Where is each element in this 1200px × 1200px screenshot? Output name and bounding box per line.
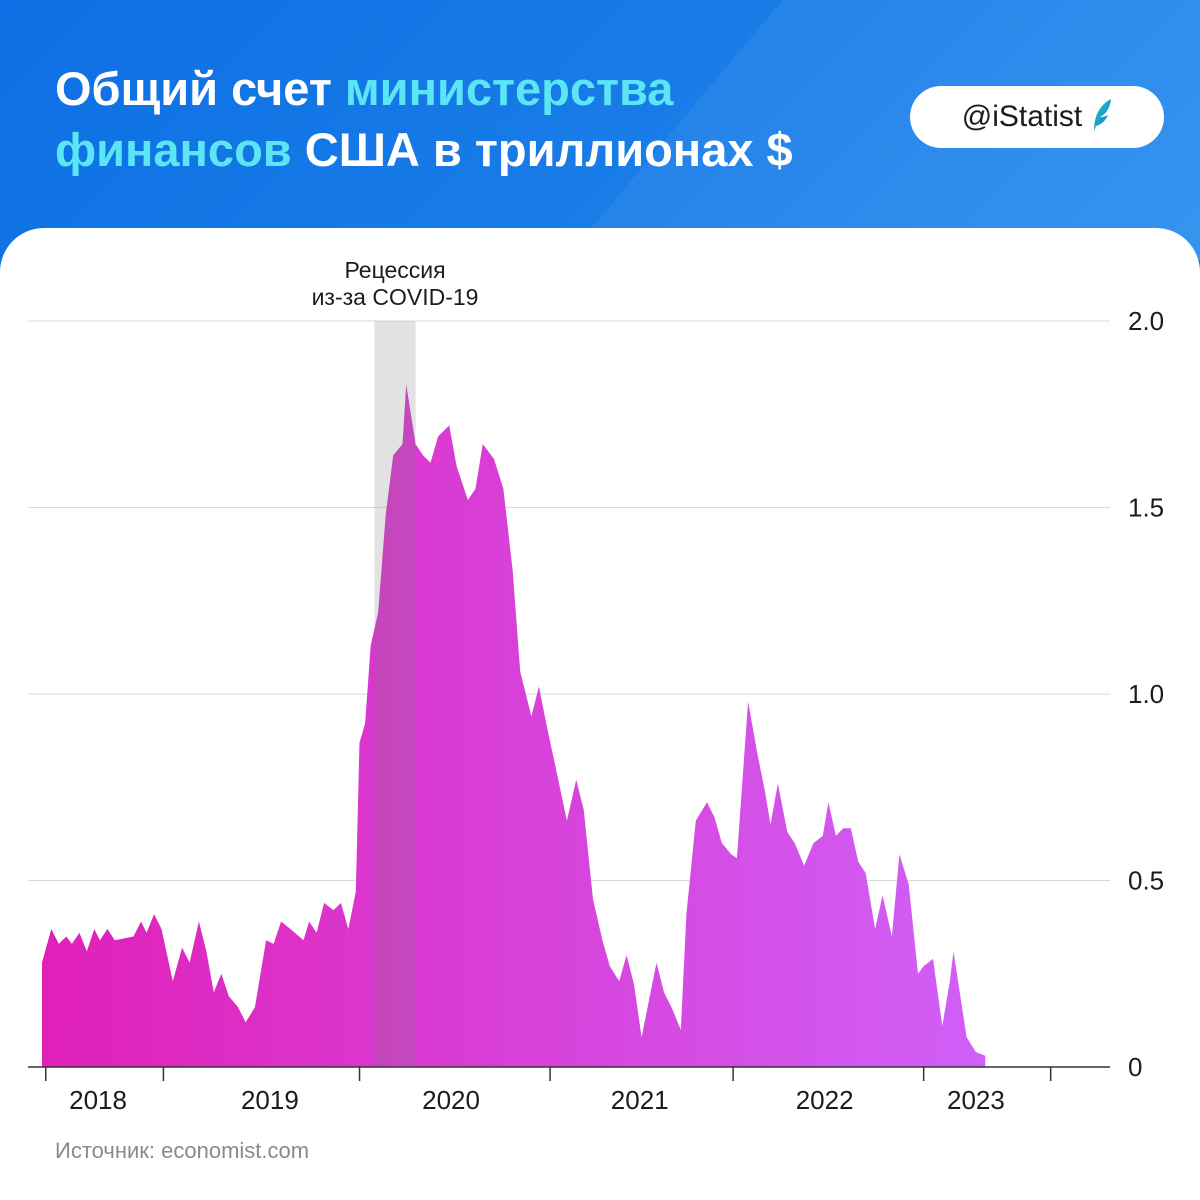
title-part-3: финансов [55,123,292,176]
area-series [42,384,986,1067]
y-tick-label: 2.0 [1128,306,1164,336]
y-tick-label: 0.5 [1128,866,1164,896]
title-part-2: министерства [344,62,674,115]
x-tick-label: 2018 [69,1085,127,1115]
y-tick-label: 1.5 [1128,493,1164,523]
brand-badge[interactable]: @iStatist [910,86,1164,148]
recession-label-line-2: из-за COVID-19 [312,284,479,310]
chart-title: Общий счет министерства финансов США в тр… [55,58,875,180]
source-note: Источник: economist.com [55,1138,310,1163]
y-tick-label: 0 [1128,1052,1142,1082]
chart-card: 0 0.5 1.0 1.5 2.0 Рецессия из-за COVID-19 2018 2… [0,228,1200,1200]
header-banner: Общий счет министерства финансов США в тр… [0,0,1200,260]
recession-label-line-1: Рецессия [344,257,445,283]
x-tick-label: 2020 [422,1085,480,1115]
brand-badge-text: @iStatist [961,100,1083,133]
x-tick-label: 2019 [241,1085,299,1115]
x-tick-label: 2022 [796,1085,854,1115]
x-tick-label: 2021 [611,1085,669,1115]
recession-band [374,321,416,1067]
title-part-1: Общий счет [55,62,345,115]
y-tick-label: 1.0 [1128,679,1164,709]
feather-icon [1090,98,1112,137]
title-part-4: США в триллионах $ [291,123,793,176]
x-tick-label: 2023 [947,1085,1005,1115]
